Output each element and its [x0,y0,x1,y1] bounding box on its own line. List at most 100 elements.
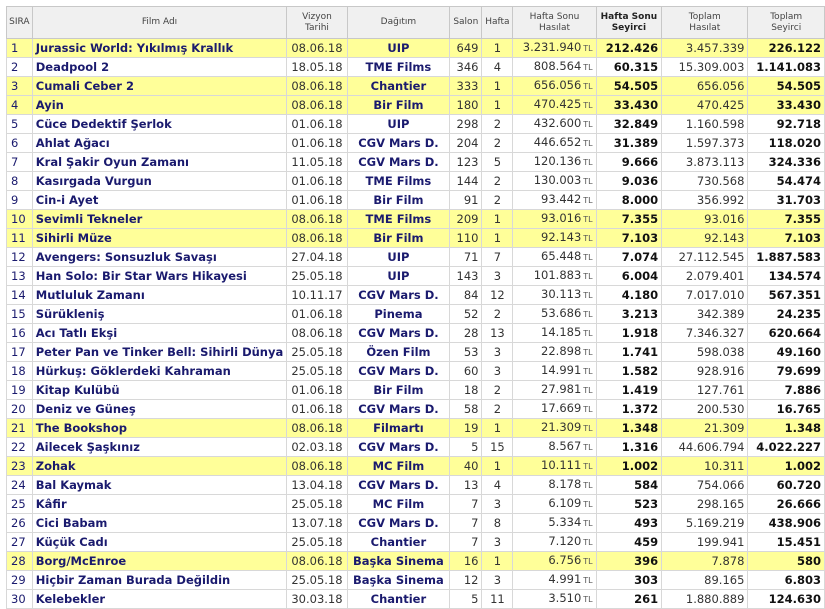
table-row[interactable]: 13 Han Solo: Bir Star Wars Hikayesi 25.05.… [6,266,825,286]
table-row[interactable]: 26 Cici Babam 13.07.18 CGV Mars D. 7 8 5.334 TL… [6,513,825,533]
distributor-link[interactable]: CGV Mars D. [346,513,451,533]
film-title-link[interactable]: Zohak [31,456,288,476]
header-screens[interactable]: Salon [449,6,483,39]
table-row[interactable]: 21 The Bookshop 08.06.18 Filmartı 19 1 21.309 T… [6,418,825,438]
distributor-link[interactable]: Chantier [346,532,451,552]
header-title[interactable]: Film Adı [31,6,288,39]
distributor-link[interactable]: CGV Mars D. [346,399,451,419]
table-row[interactable]: 22 Ailecek Şaşkınız 02.03.18 CGV Mars D. 5 15… [6,437,825,457]
film-title-link[interactable]: Kasırgada Vurgun [31,171,288,191]
film-title-link[interactable]: Bal Kaymak [31,475,288,495]
film-title-link[interactable]: Küçük Cadı [31,532,288,552]
film-title-link[interactable]: Kral Şakir Oyun Zamanı [31,152,288,172]
table-row[interactable]: 2 Deadpool 2 18.05.18 TME Films 346 4 808.564 T… [6,57,825,77]
film-title-link[interactable]: Cici Babam [31,513,288,533]
table-row[interactable]: 28 Borg/McEnroe 08.06.18 Başka Sinema 16 1 6.7… [6,551,825,571]
header-distributor[interactable]: Dağıtım [346,6,451,39]
table-row[interactable]: 10 Sevimli Tekneler 08.06.18 TME Films 209 1 9… [6,209,825,229]
film-title-link[interactable]: Hiçbir Zaman Burada Değildin [31,570,288,590]
table-row[interactable]: 25 Kâfir 25.05.18 MC Film 7 3 6.109 TL 523 298.16… [6,494,825,514]
distributor-link[interactable]: CGV Mars D. [346,323,451,343]
film-title-link[interactable]: Sevimli Tekneler [31,209,288,229]
distributor-link[interactable]: CGV Mars D. [346,285,451,305]
distributor-link[interactable]: Bir Film [346,190,451,210]
table-row[interactable]: 24 Bal Kaymak 13.04.18 CGV Mars D. 13 4 8.178 T… [6,475,825,495]
table-row[interactable]: 8 Kasırgada Vurgun 01.06.18 TME Films 144 2 13… [6,171,825,191]
table-row[interactable]: 4 Ayin 08.06.18 Bir Film 180 1 470.425 TL 33.430… [6,95,825,115]
distributor-link[interactable]: Özen Film [346,342,451,362]
header-weekend-gross[interactable]: Hafta Sonu Hasılat [512,6,597,39]
film-title-link[interactable]: Peter Pan ve Tinker Bell: Sihirli Dünya [31,342,288,362]
film-title-link[interactable]: Borg/McEnroe [31,551,288,571]
distributor-link[interactable]: TME Films [346,171,451,191]
table-row[interactable]: 16 Acı Tatlı Ekşi 08.06.18 CGV Mars D. 28 13 1… [6,323,825,343]
film-title-link[interactable]: Cin-i Ayet [31,190,288,210]
table-row[interactable]: 3 Cumali Ceber 2 08.06.18 Chantier 333 1 656.0… [6,76,825,96]
distributor-link[interactable]: Chantier [346,589,451,609]
distributor-link[interactable]: Bir Film [346,228,451,248]
film-title-link[interactable]: Acı Tatlı Ekşi [31,323,288,343]
film-title-link[interactable]: Deniz ve Güneş [31,399,288,419]
film-title-link[interactable]: Cumali Ceber 2 [31,76,288,96]
table-row[interactable]: 12 Avengers: Sonsuzluk Savaşı 27.04.18 UIP 7… [6,247,825,267]
distributor-link[interactable]: Başka Sinema [346,570,451,590]
film-title-link[interactable]: Jurassic World: Yıkılmış Krallık [31,38,288,58]
table-row[interactable]: 14 Mutluluk Zamanı 10.11.17 CGV Mars D. 84 12… [6,285,825,305]
distributor-link[interactable]: MC Film [346,456,451,476]
film-title-link[interactable]: Kelebekler [31,589,288,609]
distributor-link[interactable]: TME Films [346,57,451,77]
distributor-link[interactable]: Bir Film [346,95,451,115]
film-title-link[interactable]: Mutluluk Zamanı [31,285,288,305]
table-row[interactable]: 6 Ahlat Ağacı 01.06.18 CGV Mars D. 204 2 446.6… [6,133,825,153]
table-row[interactable]: 11 Sihirli Müze 08.06.18 Bir Film 110 1 92.143… [6,228,825,248]
distributor-link[interactable]: TME Films [346,209,451,229]
film-title-link[interactable]: Cüce Dedektif Şerlok [31,114,288,134]
distributor-link[interactable]: CGV Mars D. [346,475,451,495]
table-row[interactable]: 18 Hürkuş: Göklerdeki Kahraman 25.05.18 CGV… [6,361,825,381]
film-title-link[interactable]: Ailecek Şaşkınız [31,437,288,457]
distributor-link[interactable]: CGV Mars D. [346,361,451,381]
table-row[interactable]: 1 Jurassic World: Yıkılmış Krallık 08.06.1… [6,38,825,58]
distributor-link[interactable]: CGV Mars D. [346,152,451,172]
distributor-link[interactable]: CGV Mars D. [346,133,451,153]
distributor-link[interactable]: UIP [346,38,451,58]
table-row[interactable]: 9 Cin-i Ayet 01.06.18 Bir Film 91 2 93.442 TL 8.… [6,190,825,210]
table-row[interactable]: 19 Kitap Kulübü 01.06.18 Bir Film 18 2 27.981 T… [6,380,825,400]
table-row[interactable]: 17 Peter Pan ve Tinker Bell: Sihirli Düny… [6,342,825,362]
header-total-gross[interactable]: Toplam Hasılat [661,6,749,39]
table-row[interactable]: 27 Küçük Cadı 25.05.18 Chantier 7 3 7.120 TL 459… [6,532,825,552]
film-title-link[interactable]: Ahlat Ağacı [31,133,288,153]
distributor-link[interactable]: CGV Mars D. [346,437,451,457]
header-total-admissions[interactable]: Toplam Seyirci [747,6,825,39]
distributor-link[interactable]: Başka Sinema [346,551,451,571]
table-row[interactable]: 5 Cüce Dedektif Şerlok 01.06.18 UIP 298 2 432.… [6,114,825,134]
header-release-date[interactable]: Vizyon Tarihi [286,6,348,39]
table-row[interactable]: 20 Deniz ve Güneş 01.06.18 CGV Mars D. 58 2 17… [6,399,825,419]
film-title-link[interactable]: Kitap Kulübü [31,380,288,400]
film-title-link[interactable]: Sürükleniş [31,304,288,324]
film-title-link[interactable]: Avengers: Sonsuzluk Savaşı [31,247,288,267]
distributor-link[interactable]: UIP [346,114,451,134]
table-row[interactable]: 7 Kral Şakir Oyun Zamanı 11.05.18 CGV Mars … [6,152,825,172]
film-title-link[interactable]: Deadpool 2 [31,57,288,77]
film-title-link[interactable]: Kâfir [31,494,288,514]
header-week[interactable]: Hafta [481,6,514,39]
table-row[interactable]: 29 Hiçbir Zaman Burada Değildin 25.05.18 Ba… [6,570,825,590]
distributor-link[interactable]: Filmartı [346,418,451,438]
table-row[interactable]: 15 Sürükleniş 01.06.18 Pinema 52 2 53.686 TL 3.2… [6,304,825,324]
distributor-link[interactable]: Pinema [346,304,451,324]
distributor-link[interactable]: MC Film [346,494,451,514]
film-title-link[interactable]: Ayin [31,95,288,115]
distributor-link[interactable]: Bir Film [346,380,451,400]
header-weekend-admissions[interactable]: Hafta Sonu Seyirci [595,6,663,39]
header-rank[interactable]: SIRA [6,6,33,39]
table-row[interactable]: 23 Zohak 08.06.18 MC Film 40 1 10.111 TL 1.002 10… [6,456,825,476]
distributor-link[interactable]: Chantier [346,76,451,96]
table-row[interactable]: 30 Kelebekler 30.03.18 Chantier 5 11 3.510 TL 26… [6,589,825,609]
distributor-link[interactable]: UIP [346,266,451,286]
film-title-link[interactable]: The Bookshop [31,418,288,438]
film-title-link[interactable]: Han Solo: Bir Star Wars Hikayesi [31,266,288,286]
film-title-link[interactable]: Hürkuş: Göklerdeki Kahraman [31,361,288,381]
film-title-link[interactable]: Sihirli Müze [31,228,288,248]
distributor-link[interactable]: UIP [346,247,451,267]
